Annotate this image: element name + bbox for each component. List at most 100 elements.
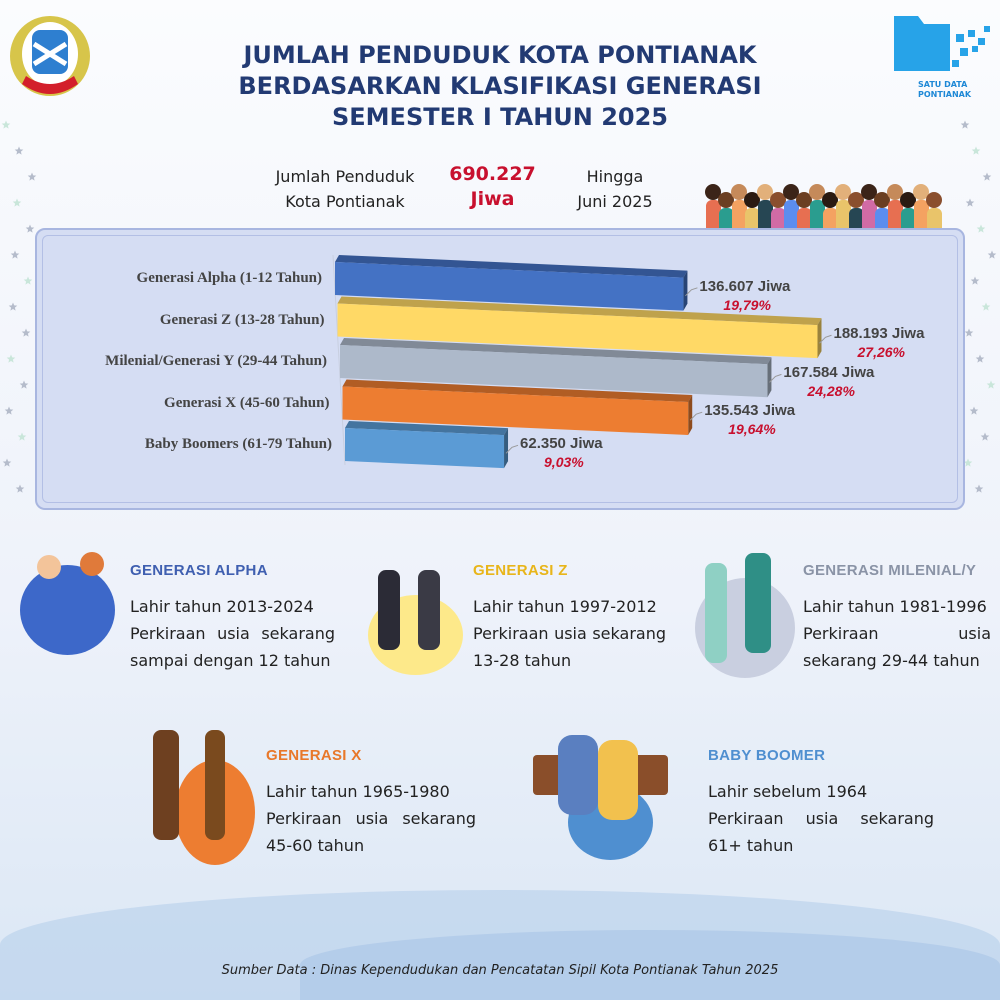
bar-side-face — [688, 395, 693, 436]
card-line: Lahir tahun 1981-1996 — [803, 597, 987, 616]
star-icon — [986, 380, 996, 389]
star-icon — [963, 458, 973, 467]
bar-side-face — [817, 318, 822, 359]
source-note: Sumber Data : Dinas Kependudukan dan Pen… — [221, 963, 779, 978]
value-label: 188.193 Jiwa — [833, 325, 925, 343]
star-icon — [14, 146, 24, 155]
percent-label: 19,79% — [723, 296, 771, 313]
card-text: Lahir tahun 2013-2024 Perkiraan usia seka… — [130, 593, 335, 674]
card-baby-boomer: BABY BOOMER Lahir sebelum 1964 Perkiraan … — [708, 747, 934, 859]
illustration-gen-z — [360, 550, 465, 675]
card-text: Lahir sebelum 1964 Perkiraan usia sekaran… — [708, 778, 934, 859]
card-title: GENERASI MILENIAL/Y — [803, 562, 977, 579]
period-line2: Juni 2025 — [577, 192, 653, 211]
bar — [335, 255, 698, 311]
star-icon — [25, 224, 35, 233]
bar-chart — [332, 254, 832, 469]
star-icon — [982, 172, 992, 181]
star-icon — [10, 250, 20, 259]
satu-data-pontianak-logo: SATU DATA PONTIANAK — [890, 16, 994, 100]
star-icon — [970, 276, 980, 285]
category-label: Generasi Z (13-28 Tahun) — [159, 311, 325, 328]
bar-top-face — [335, 255, 688, 278]
star-icon — [980, 432, 990, 441]
star-icon — [969, 406, 979, 415]
card-line: Perkiraan usia sekarang 29-44 tahun — [803, 624, 991, 670]
star-decorations — [1, 120, 997, 493]
star-icon — [27, 172, 37, 181]
card-line: Lahir sebelum 1964 — [708, 782, 868, 801]
illustration-milenial — [690, 548, 800, 678]
card-text: Lahir tahun 1965-1980 Perkiraan usia seka… — [266, 778, 476, 859]
card-generasi-x: GENERASI X Lahir tahun 1965-1980 Perkiraa… — [266, 747, 476, 859]
period-line1: Hingga — [586, 167, 644, 186]
bar-side-face — [504, 428, 509, 469]
summary-label-line1: Jumlah Penduduk — [275, 167, 415, 186]
card-title: GENERASI X — [266, 747, 362, 764]
star-icon — [976, 224, 986, 233]
star-icon — [4, 406, 14, 415]
summary-total: 690.227 Jiwa — [435, 162, 550, 212]
value-label: 62.350 Jiwa — [520, 435, 603, 453]
percent-label: 19,64% — [728, 421, 776, 438]
card-generasi-alpha: GENERASI ALPHA Lahir tahun 2013-2024 Perk… — [130, 562, 335, 674]
percent-label: 27,26% — [857, 344, 905, 361]
card-generasi-z: GENERASI Z Lahir tahun 1997-2012 Perkiraa… — [473, 562, 666, 674]
card-generasi-milenial: GENERASI MILENIAL/Y Lahir tahun 1981-199… — [803, 562, 993, 674]
bar-side-face — [683, 270, 688, 311]
bar — [337, 296, 832, 359]
star-icon — [6, 354, 16, 363]
card-text: Lahir tahun 1981-1996 Perkiraan usia seka… — [803, 593, 991, 674]
satu-data-logo-text: SATU DATA PONTIANAK — [918, 80, 972, 99]
summary-label: Jumlah Penduduk Kota Pontianak — [260, 164, 430, 214]
star-icon — [12, 198, 22, 207]
star-icon — [960, 120, 970, 129]
category-label: Generasi Alpha (1-12 Tahun) — [136, 270, 322, 286]
star-icon — [17, 432, 27, 441]
value-label: 136.607 Jiwa — [699, 277, 791, 295]
percent-label: 9,03% — [544, 454, 584, 471]
star-icon — [8, 302, 18, 311]
value-label: 167.584 Jiwa — [783, 364, 875, 382]
star-icon — [15, 484, 25, 493]
bar-front-face — [337, 303, 818, 359]
card-text: Lahir tahun 1997-2012 Perkiraan usia seka… — [473, 593, 666, 674]
star-icon — [974, 484, 984, 493]
leader-line — [505, 444, 519, 454]
star-icon — [964, 328, 974, 337]
bar-top-face — [345, 421, 509, 436]
title-line: SEMESTER I TAHUN 2025 — [331, 103, 669, 131]
value-label: 135.543 Jiwa — [704, 402, 796, 420]
bar — [340, 338, 782, 398]
bar — [345, 421, 519, 469]
page-title: JUMLAH PENDUDUK KOTA PONTIANAK BERDASARK… — [170, 40, 830, 133]
leader-line — [769, 373, 782, 383]
star-icon — [1, 120, 11, 129]
star-icon — [971, 146, 981, 155]
card-title: GENERASI Z — [473, 562, 568, 579]
bar-front-face — [342, 386, 689, 436]
category-label: Baby Boomers (61-79 Tahun) — [144, 436, 332, 452]
bar-top-face — [340, 338, 772, 365]
illustration-gen-x — [145, 720, 255, 865]
bar-top-face — [337, 296, 822, 326]
category-label: Milenial/Generasi Y (29-44 Tahun) — [105, 353, 327, 369]
card-line: Lahir tahun 1997-2012 — [473, 597, 657, 616]
card-title: GENERASI ALPHA — [130, 562, 268, 579]
star-icon — [21, 328, 31, 337]
card-line: Perkiraan usia sekarang 61+ tahun — [708, 809, 934, 855]
card-line: Perkiraan usia sekarang 13-28 tahun — [473, 624, 666, 670]
card-line: Perkiraan usia sekarang 45-60 tahun — [266, 809, 476, 855]
kota-pontianak-logo — [8, 14, 92, 104]
title-line: JUMLAH PENDUDUK KOTA PONTIANAK — [243, 41, 757, 69]
star-icon — [2, 458, 12, 467]
leader-line — [689, 411, 703, 421]
summary-period: Hingga Juni 2025 — [560, 164, 670, 214]
illustration-alpha — [15, 550, 120, 660]
title-line: BERDASARKAN KLASIFIKASI GENERASI — [238, 72, 762, 100]
star-icon — [975, 354, 985, 363]
card-line: Lahir tahun 2013-2024 — [130, 597, 314, 616]
star-icon — [23, 276, 33, 285]
bar-top-face — [342, 379, 693, 403]
card-line: Lahir tahun 1965-1980 — [266, 782, 450, 801]
